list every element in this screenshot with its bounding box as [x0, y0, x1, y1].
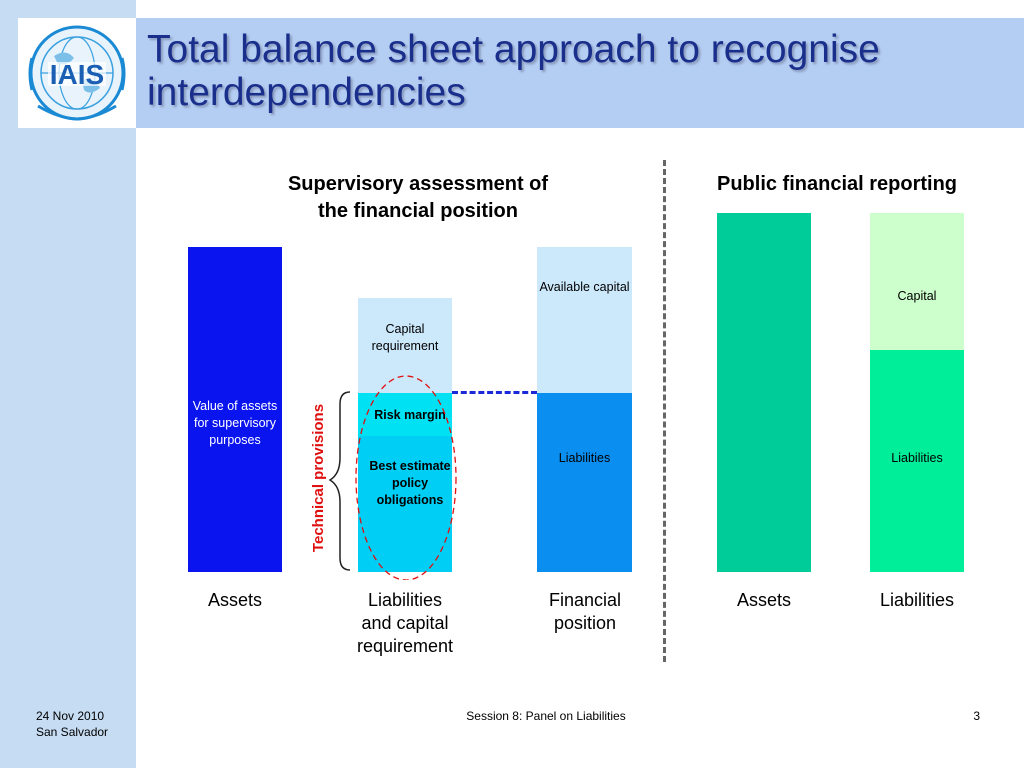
- iais-logo: IAIS: [18, 18, 136, 128]
- public-assets-bar: [717, 213, 811, 572]
- capital-requirement-label: Capital requirement: [371, 322, 439, 353]
- brace-icon: [328, 391, 351, 571]
- page-number: 3: [973, 709, 980, 723]
- available-capital-label: Available capital: [539, 280, 630, 294]
- financial-position-label-line2: position: [553, 613, 617, 633]
- liabilities-capital-column-label: Liabilities and capital requirement: [335, 589, 475, 658]
- footer-date: 24 Nov 2010: [36, 709, 105, 723]
- slide-title: Total balance sheet approach to recognis…: [147, 28, 880, 114]
- financial-position-label-line1: Financial: [548, 590, 622, 610]
- liabilities-capital-label-line1: Liabilities: [367, 590, 443, 610]
- liabilities-capital-label-line2: and capital: [361, 613, 449, 633]
- supervisory-heading: Supervisory assessment of the financial …: [248, 171, 588, 225]
- header-band: [136, 18, 1024, 128]
- highlight-ellipse: [355, 375, 457, 580]
- footer-date-location: 24 Nov 2010 San Salvador: [36, 708, 131, 740]
- sidebar-band: [0, 0, 136, 768]
- public-assets-column-label: Assets: [736, 590, 792, 610]
- financial-liabilities-segment: [537, 393, 632, 572]
- section-divider: [663, 160, 666, 662]
- technical-provisions-label: Technical provisions: [310, 403, 327, 553]
- liabilities-capital-label-line3: requirement: [356, 636, 454, 656]
- public-capital-label: Capital: [897, 289, 937, 303]
- best-estimate-label: Best estimate policy obligations: [369, 459, 451, 507]
- best-estimate-segment: [358, 436, 452, 572]
- footer-location: San Salvador: [36, 725, 109, 739]
- available-capital-segment: [537, 247, 632, 393]
- assets-column-label: Assets: [207, 590, 263, 610]
- public-liabilities-segment: [870, 350, 964, 572]
- public-liabilities-column-label: Liabilities: [879, 590, 955, 610]
- financial-position-column-label: Financial position: [520, 589, 650, 635]
- globe-logo-icon: IAIS: [28, 25, 126, 121]
- capital-requirement-segment: [358, 298, 452, 393]
- technical-provisions-annotation: [328, 375, 457, 580]
- supervisory-heading-line2: the financial position: [317, 200, 518, 222]
- risk-margin-label: Risk margin: [374, 408, 446, 422]
- public-capital-segment: [870, 213, 964, 350]
- svg-text:IAIS: IAIS: [50, 59, 104, 90]
- supervisory-heading-line1: Supervisory assessment of: [287, 173, 549, 195]
- financial-liabilities-label: Liabilities: [558, 451, 611, 465]
- capital-connector-line: [452, 391, 537, 394]
- public-reporting-heading: Public financial reporting: [716, 173, 958, 195]
- footer-session: Session 8: Panel on Liabilities: [466, 709, 626, 723]
- assets-bar: [188, 247, 282, 572]
- public-liabilities-segment-label: Liabilities: [891, 451, 943, 465]
- assets-segment-label: Value of assets for supervisory purposes: [192, 399, 278, 447]
